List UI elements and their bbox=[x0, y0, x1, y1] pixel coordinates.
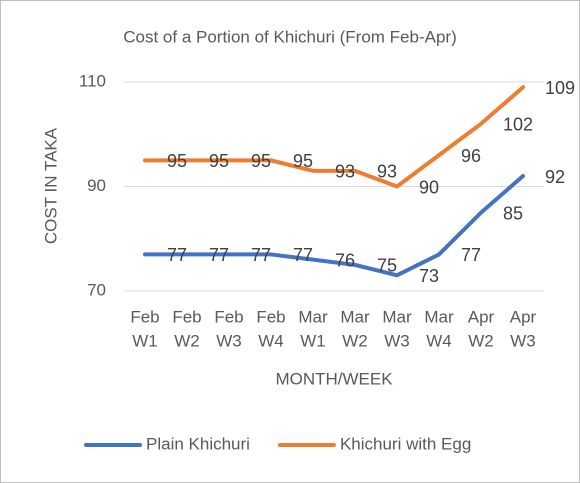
x-tick-label: W2 bbox=[342, 331, 368, 350]
data-label: 75 bbox=[377, 256, 397, 276]
data-label: 77 bbox=[209, 245, 229, 265]
data-label: 90 bbox=[419, 177, 439, 197]
x-tick-label: Feb bbox=[214, 307, 243, 326]
x-tick-label: Feb bbox=[172, 307, 201, 326]
x-tick-label: W3 bbox=[384, 331, 410, 350]
chart-title: Cost of a Portion of Khichuri (From Feb-… bbox=[123, 27, 457, 46]
data-label: 77 bbox=[293, 245, 313, 265]
x-tick-label: W4 bbox=[426, 331, 452, 350]
data-label: 77 bbox=[461, 245, 481, 265]
legend-label: Plain Khichuri bbox=[146, 434, 250, 453]
data-label: 95 bbox=[293, 151, 313, 171]
data-label: 85 bbox=[503, 203, 523, 223]
data-label: 93 bbox=[335, 162, 355, 182]
x-tick-label: Apr bbox=[510, 307, 537, 326]
x-axis-label: MONTH/WEEK bbox=[275, 369, 393, 388]
data-label: 77 bbox=[167, 245, 187, 265]
x-tick-label: Feb bbox=[256, 307, 285, 326]
x-tick-label: W2 bbox=[468, 331, 494, 350]
data-label: 95 bbox=[167, 151, 187, 171]
x-tick-label: W2 bbox=[174, 331, 200, 350]
data-label: 93 bbox=[377, 162, 397, 182]
x-tick-label: Apr bbox=[468, 307, 495, 326]
data-label: 77 bbox=[251, 245, 271, 265]
x-tick-label: Mar bbox=[298, 307, 328, 326]
data-label: 96 bbox=[461, 146, 481, 166]
legend-label: Khichuri with Egg bbox=[340, 434, 471, 453]
data-label: 92 bbox=[545, 167, 565, 187]
data-label: 102 bbox=[503, 115, 533, 135]
series-line bbox=[143, 174, 525, 278]
y-axis-label: COST IN TAKA bbox=[41, 127, 60, 244]
x-tick-label: W3 bbox=[510, 331, 536, 350]
x-tick-label: W1 bbox=[300, 331, 326, 350]
data-label: 109 bbox=[545, 78, 575, 98]
x-tick-label: W3 bbox=[216, 331, 242, 350]
x-tick-label: W1 bbox=[132, 331, 158, 350]
series-line bbox=[143, 85, 525, 189]
data-label: 76 bbox=[335, 250, 355, 270]
x-tick-label: Mar bbox=[382, 307, 412, 326]
y-tick-label: 70 bbox=[87, 280, 106, 299]
x-tick-label: Mar bbox=[424, 307, 454, 326]
x-tick-label: Mar bbox=[340, 307, 370, 326]
data-label: 73 bbox=[419, 266, 439, 286]
x-tick-label: W4 bbox=[258, 331, 284, 350]
x-tick-label: Feb bbox=[130, 307, 159, 326]
y-tick-label: 110 bbox=[79, 71, 106, 90]
data-label: 95 bbox=[209, 151, 229, 171]
y-tick-label: 90 bbox=[87, 176, 106, 195]
data-label: 95 bbox=[251, 151, 271, 171]
